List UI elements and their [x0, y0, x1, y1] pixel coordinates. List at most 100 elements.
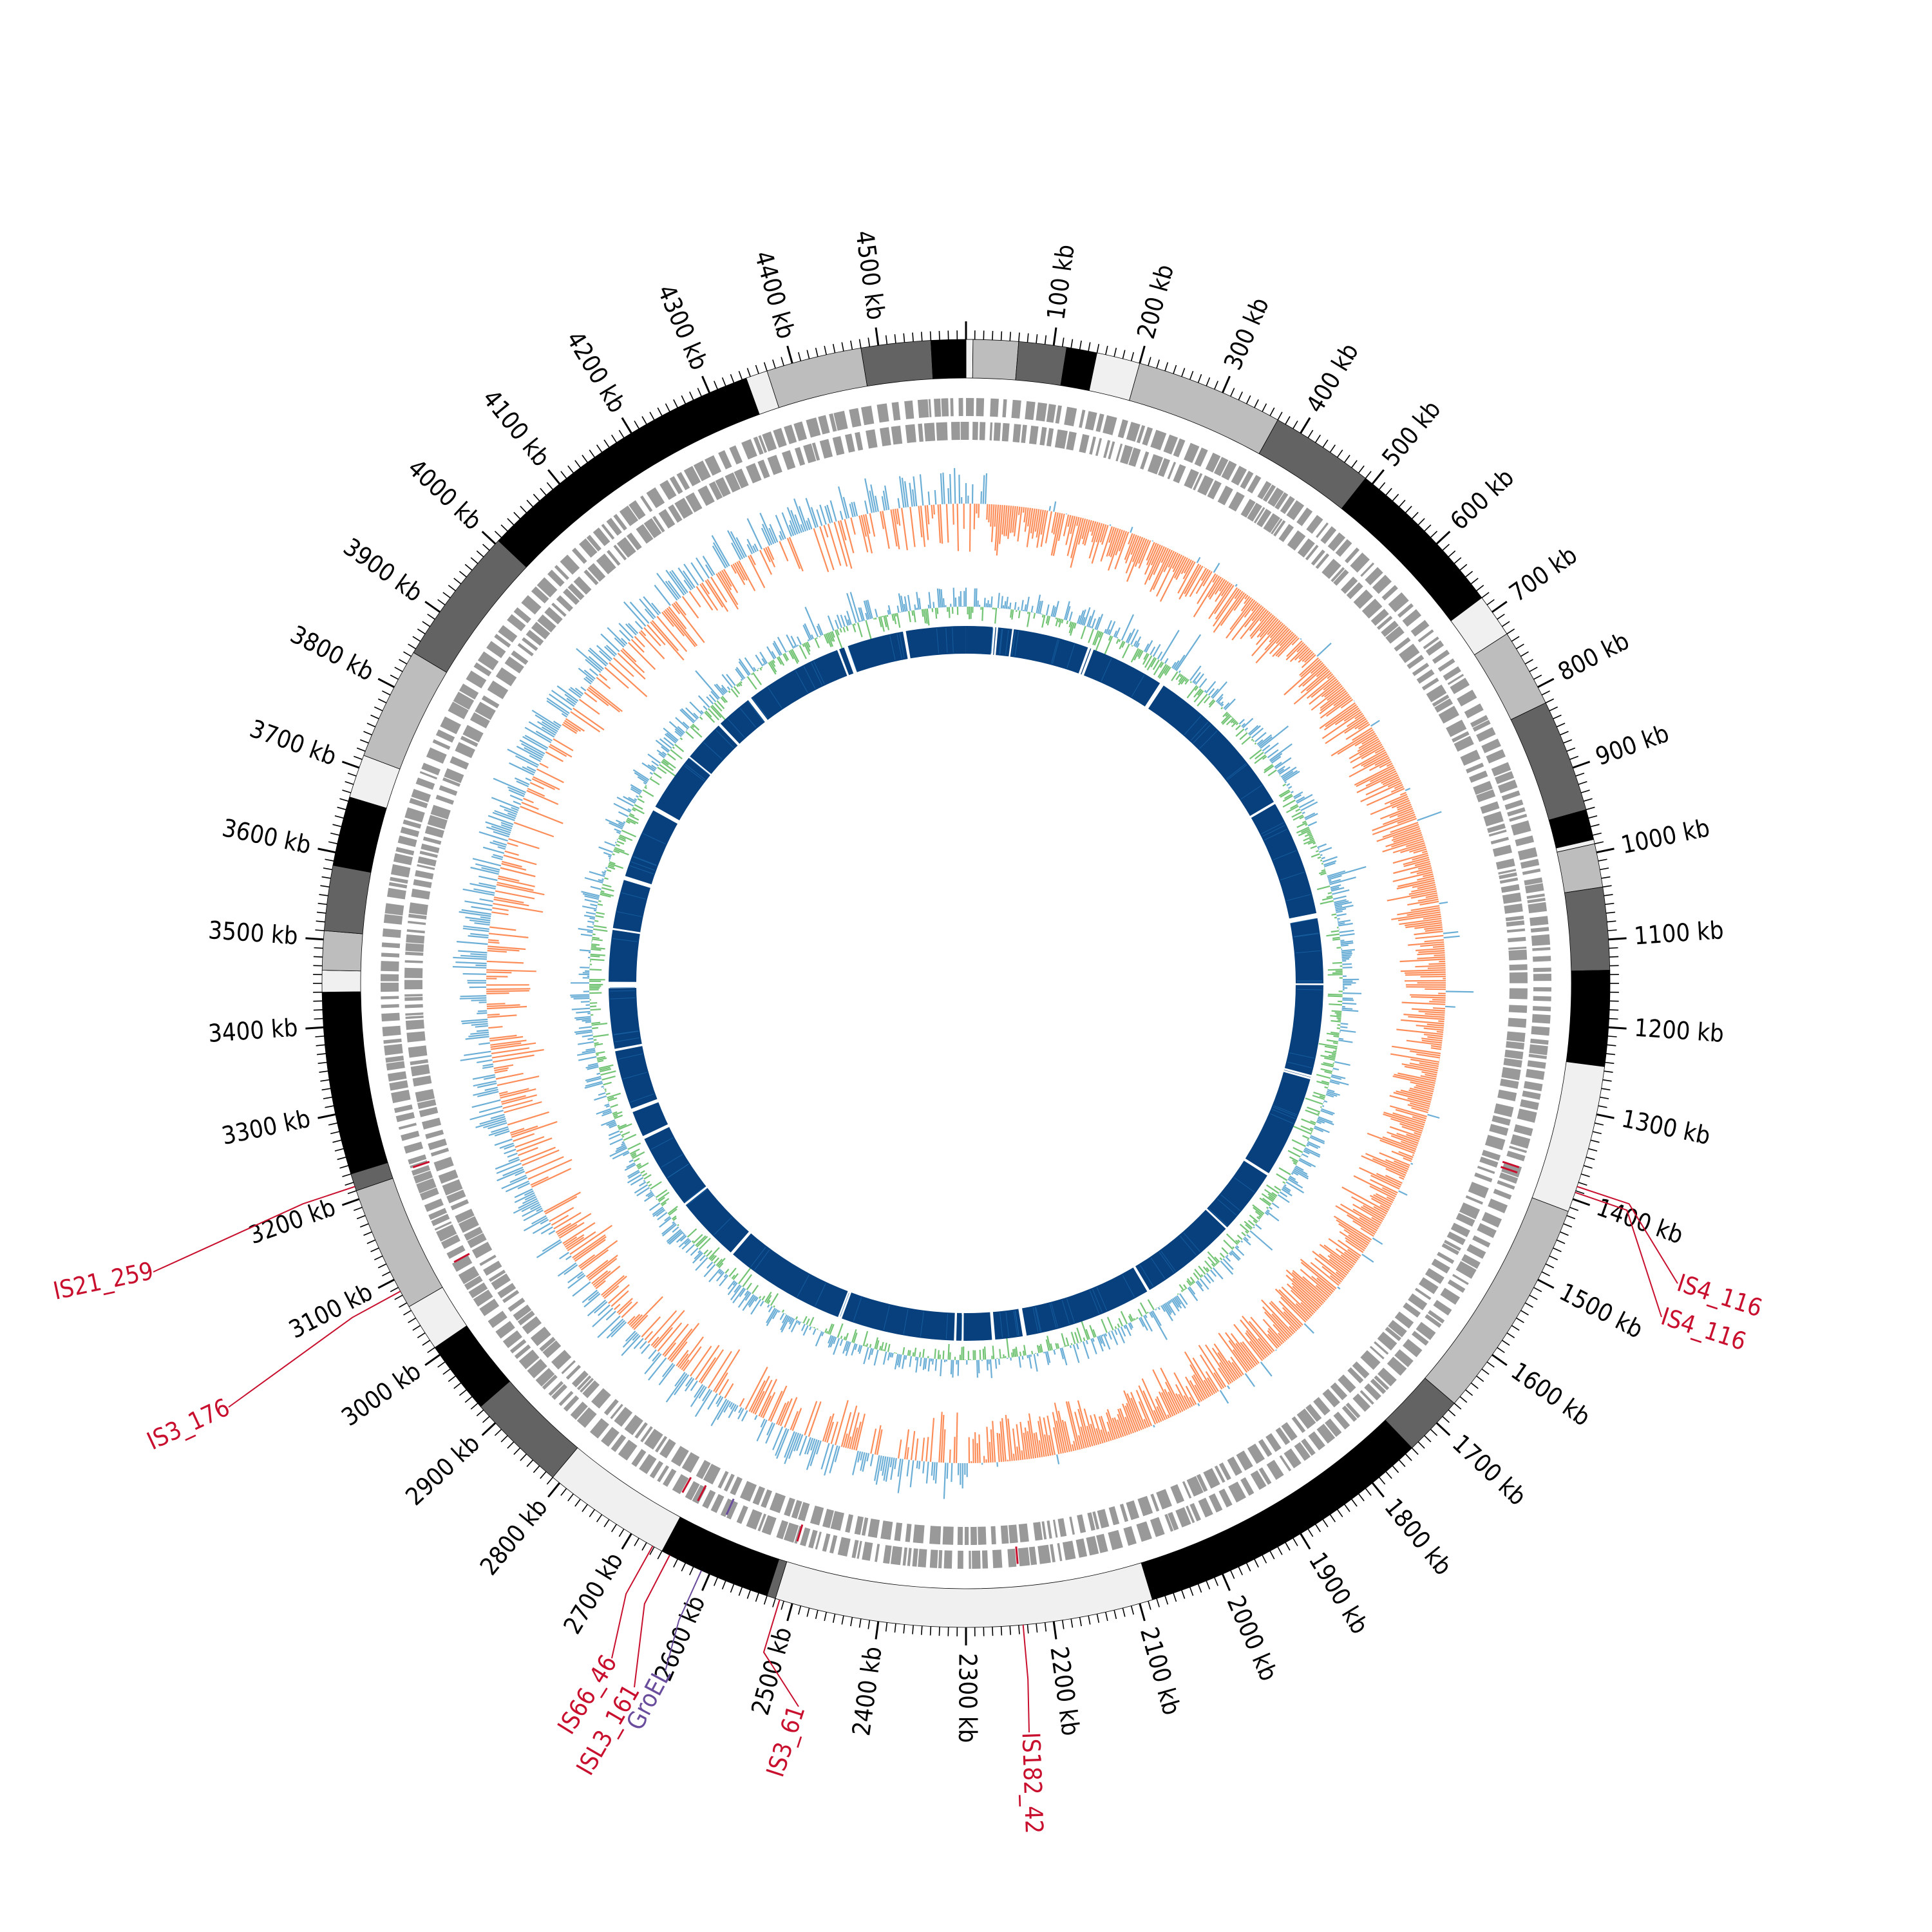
minor-tick	[1590, 824, 1600, 828]
major-tick	[1300, 1533, 1311, 1550]
minor-tick	[1605, 902, 1615, 905]
minor-tick	[1322, 439, 1329, 448]
minor-tick	[582, 1504, 588, 1512]
inner-ring-striation	[1264, 829, 1287, 840]
minor-tick	[342, 1173, 352, 1177]
inner-ring-striation	[1159, 1252, 1175, 1273]
minor-tick	[850, 340, 853, 350]
inner-ring-striation	[1101, 658, 1112, 682]
major-tick	[701, 375, 710, 393]
gc-skew-negative	[486, 503, 1446, 1464]
minor-tick	[832, 344, 836, 354]
tick-label: 600 kb	[1444, 463, 1519, 535]
inner-ring-gap	[683, 1185, 709, 1206]
minor-tick	[1533, 1287, 1542, 1293]
minor-tick	[526, 1459, 534, 1467]
contig-segment	[766, 347, 868, 408]
minor-tick	[448, 585, 456, 591]
minor-tick	[1586, 1157, 1595, 1160]
major-tick	[1435, 1422, 1451, 1436]
major-tick	[1371, 1482, 1385, 1498]
minor-tick	[1392, 493, 1399, 502]
inner-ring-gap	[1081, 647, 1095, 677]
major-tick	[1596, 1113, 1615, 1119]
minor-tick	[1061, 337, 1065, 347]
minor-tick	[721, 377, 726, 386]
major-tick	[621, 417, 632, 434]
contig-segment	[1531, 1061, 1605, 1212]
minor-tick	[1609, 956, 1619, 958]
inner-ring-striation	[903, 1309, 909, 1334]
position-ticks	[305, 321, 1627, 1645]
minor-tick	[321, 876, 331, 879]
minor-tick	[1385, 1471, 1392, 1479]
annotation-marker	[725, 1498, 735, 1515]
minor-tick	[546, 1477, 553, 1485]
contig-segment	[1564, 886, 1611, 972]
minor-tick	[366, 1239, 376, 1244]
inner-ring-striation	[1226, 763, 1247, 779]
minor-tick	[1122, 350, 1126, 359]
minor-tick	[382, 1271, 391, 1276]
annotation-label: IS21_259	[51, 1256, 156, 1305]
minor-tick	[1607, 929, 1617, 931]
minor-tick	[649, 412, 655, 421]
minor-tick	[1351, 1499, 1358, 1507]
minor-tick	[1481, 1368, 1490, 1375]
minor-tick	[374, 1255, 383, 1260]
inner-ring-gap	[1242, 1157, 1270, 1177]
tick-label: 3200 kb	[245, 1193, 339, 1249]
inner-ring-gap	[1288, 913, 1319, 922]
inner-ring-striation	[632, 857, 657, 866]
inner-ring-striation	[1227, 764, 1247, 781]
minor-tick	[763, 1595, 768, 1605]
minor-tick	[1465, 571, 1473, 578]
inner-ring-striation	[739, 708, 757, 728]
minor-tick	[1262, 403, 1267, 412]
major-tick	[377, 677, 395, 688]
minor-tick	[359, 1223, 369, 1228]
minor-tick	[673, 399, 678, 408]
minor-tick	[363, 731, 372, 735]
minor-tick	[1602, 1079, 1612, 1082]
contig-segment	[661, 1517, 780, 1596]
minor-tick	[841, 1615, 844, 1625]
major-tick	[1052, 327, 1057, 346]
inner-ring-striation	[630, 1094, 654, 1103]
minor-tick	[353, 755, 363, 761]
minor-tick	[1398, 500, 1406, 507]
minor-tick	[1130, 352, 1134, 361]
minor-tick	[574, 1499, 581, 1507]
minor-tick	[1285, 416, 1291, 425]
minor-tick	[319, 894, 328, 896]
minor-tick	[1506, 1332, 1515, 1338]
inner-ring-gap	[1132, 1265, 1151, 1293]
minor-tick	[374, 706, 383, 712]
annotation-leader	[228, 1291, 401, 1408]
minor-tick	[1262, 1555, 1267, 1564]
inner-ring-striation	[1208, 1208, 1227, 1226]
minor-tick	[560, 1488, 567, 1496]
minor-tick	[422, 621, 431, 627]
minor-tick	[453, 578, 462, 585]
minor-tick	[1588, 1148, 1598, 1151]
minor-tick	[427, 613, 435, 620]
minor-tick	[1541, 690, 1550, 696]
minor-tick	[1411, 1447, 1419, 1455]
inner-ring-striation	[610, 990, 636, 992]
inner-ring-striation	[1050, 639, 1058, 664]
minor-tick	[353, 1206, 363, 1211]
minor-tick	[1315, 434, 1321, 443]
inner-ring-gap	[902, 629, 911, 661]
major-tick	[1572, 761, 1591, 769]
major-tick	[305, 937, 324, 941]
minor-tick	[320, 885, 330, 888]
minor-tick	[319, 1070, 328, 1073]
minor-tick	[1337, 450, 1343, 458]
minor-tick	[1122, 1607, 1126, 1617]
inner-ring-gap	[1283, 1067, 1313, 1078]
minor-tick	[867, 337, 871, 347]
contig-segment	[965, 339, 974, 379]
inner-ring-band	[608, 626, 1323, 1341]
minor-tick	[347, 772, 357, 777]
